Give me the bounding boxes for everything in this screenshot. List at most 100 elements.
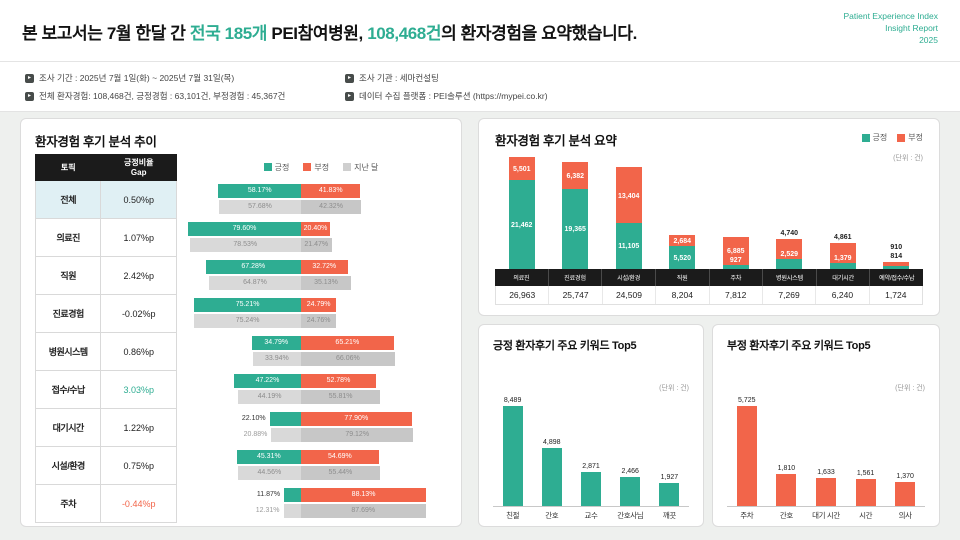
summary-column: 6,382 19,365	[549, 157, 603, 269]
trend-row: 진료경험 -0.02%p	[34, 294, 177, 333]
summary-chart: 5,501 21,462 6,382 19,365 13,404 11,105 2,684 5…	[495, 157, 923, 269]
trend-panel-title: 환자경험 후기 분석 추이	[35, 135, 157, 149]
trend-current-positive-segment	[284, 488, 301, 502]
bullet-icon: ▸	[25, 73, 34, 83]
summary-column: 1,379 4,861	[816, 157, 870, 269]
trend-current-negative-segment: 77.90%	[301, 412, 412, 426]
keyword-column: 2,871	[571, 463, 610, 506]
bullet-icon: ▸	[345, 73, 354, 83]
summary-positive-value-label: 927	[729, 257, 742, 265]
summary-bar	[883, 261, 910, 269]
trend-topic-cell: 시설/환경	[34, 446, 102, 485]
legend-swatch	[861, 133, 870, 142]
title-segment: 108,468건	[367, 24, 442, 43]
positive-keywords-panel: 긍정 환자후기 주요 키워드 Top5 (단위 : 건) 8,489 4,898 2…	[478, 324, 704, 527]
summary-positive-value-label: 11,105	[618, 243, 640, 251]
keyword-bar	[581, 472, 601, 506]
summary-positive-segment	[508, 179, 535, 269]
meta-item: ▸ 전체 환자경험: 108,468건, 긍정경험 : 63,101건, 부정경험…	[25, 90, 345, 102]
meta-item-text: 조사 기간 : 2025년 7월 1일(화) ~ 2025년 7월 31일(목)	[39, 73, 235, 83]
keyword-bar	[502, 406, 523, 506]
negative-keywords-panel: 부정 환자후기 주요 키워드 Top5 (단위 : 건) 5,725 1,810 1…	[712, 324, 940, 527]
summary-column: 5,501 21,462	[495, 157, 549, 269]
trend-last-negative-segment: 79.12%	[301, 428, 414, 442]
trend-last-negative-segment: 55.81%	[301, 390, 381, 404]
trend-row: 시설/환경 0.75%p	[34, 446, 177, 485]
trend-current-negative-segment: 65.21%	[301, 336, 394, 350]
legend-label: 지난 달	[354, 162, 379, 172]
trend-gap-cell: 1.07%p	[100, 218, 177, 257]
summary-bar: 2,684 5,520	[669, 235, 696, 269]
summary-bar: 2,529	[776, 238, 803, 269]
keyword-column: 1,370	[885, 473, 925, 506]
trend-gap-cell: 3.03%p	[100, 370, 177, 409]
summary-positive-segment	[615, 222, 642, 269]
keyword-column: 8,489	[493, 397, 532, 506]
trend-last-positive-value-label: 12.31%	[255, 507, 280, 514]
summary-column: 2,684 5,520	[656, 157, 710, 269]
summary-category-label: 진료경험	[548, 269, 603, 286]
keyword-value-label: 2,466	[621, 468, 639, 475]
trend-current-positive-segment: 47.22%	[233, 374, 301, 388]
summary-negative-value-label: 6,382	[566, 172, 585, 180]
summary-positive-value-label: 5,520	[673, 255, 692, 262]
bullet-icon: ▸	[25, 91, 34, 101]
trend-gap-cell: 1.22%p	[100, 408, 177, 447]
summary-category-label: 대기시간	[816, 269, 871, 286]
keyword-axis-label: 친절	[506, 511, 520, 520]
summary-negative-segment	[508, 157, 535, 180]
meta-item: ▸ 조사 기간 : 2025년 7월 1일(화) ~ 2025년 7월 31일(목…	[25, 72, 345, 84]
keyword-axis-label: 간호사님	[617, 511, 644, 520]
keyword-axis-label: 깨끗	[662, 511, 676, 520]
trend-last-positive-segment: 75.24%	[194, 314, 301, 328]
summary-column: 2,529 4,740	[763, 157, 817, 269]
summary-negative-segment	[562, 162, 589, 189]
trend-bar-row: 45.31% 54.69% 44.56% 55.44%	[185, 446, 447, 484]
positive-keywords-axis-labels: 친절 간호 교수 간호사님 깨끗	[493, 510, 689, 521]
title-segment: 전국 185개	[189, 24, 268, 43]
trend-header-row: 토픽 긍정비율 Gap	[34, 154, 177, 181]
trend-last-negative-segment: 24.76%	[301, 314, 337, 328]
legend-label: 부정	[314, 162, 330, 172]
title-segment: 의 환자경험을 요약했습니다.	[441, 24, 637, 43]
keyword-value-label: 5,725	[738, 397, 756, 404]
keyword-value-label: 1,370	[896, 473, 914, 481]
trend-last-positive-segment	[283, 504, 301, 518]
keyword-value-label: 1,561	[856, 469, 875, 477]
summary-total-value: 24,509	[603, 286, 657, 304]
summary-negative-segment	[776, 238, 803, 259]
trend-topic-cell: 접수/수납	[34, 370, 102, 409]
trend-chart: 긍정 부정 지난 달 58.17% 41.83% 57.68% 42.32% 79.60% 2…	[177, 154, 447, 523]
keyword-bar	[855, 478, 876, 506]
keyword-value-label: 1,633	[817, 468, 835, 476]
trend-row: 주차 -0.44%p	[34, 484, 177, 523]
keyword-column: 1,633	[806, 468, 846, 506]
summary-positive-value-label: 814	[890, 252, 903, 260]
summary-negative-value-label: 2,684	[673, 238, 692, 245]
trend-current-positive-segment: 45.31%	[236, 450, 301, 464]
trend-bar-row: 47.22% 52.78% 44.19% 55.81%	[185, 370, 447, 408]
summary-bar: 13,404 11,105	[615, 167, 642, 269]
summary-bar: 1,379	[829, 243, 856, 269]
summary-negative-value-label: 5,501	[512, 165, 531, 173]
keyword-bar	[659, 483, 680, 506]
summary-bar: 6,885 927	[722, 236, 749, 269]
summary-total-value: 6,240	[816, 286, 870, 304]
trend-current-positive-value-label: 22.10%	[241, 415, 266, 422]
trend-bar-row: 22.10% 77.90% 20.88% 79.12%	[185, 408, 447, 446]
summary-positive-value-label: 1,379	[833, 255, 852, 263]
summary-total-value: 8,204	[656, 286, 710, 304]
keyword-column: 5,725	[727, 397, 767, 506]
summary-negative-value-label: 910	[890, 243, 903, 251]
title-segment: 본 보고서는 7월 한달 간	[22, 24, 190, 43]
trend-current-positive-segment: 58.17%	[218, 184, 301, 198]
legend-item: 부정	[897, 132, 923, 143]
trend-row: 전체 0.50%p	[34, 180, 177, 219]
summary-negative-value-label: 4,861	[833, 234, 852, 242]
trend-row: 의료진 1.07%p	[34, 218, 177, 257]
summary-category-label: 의료진	[495, 269, 549, 286]
trend-gap-cell: 0.50%p	[100, 180, 177, 219]
summary-legend: 긍정 부정	[852, 132, 923, 143]
trend-last-positive-segment: 44.19%	[238, 390, 301, 404]
summary-positive-segment	[562, 188, 589, 269]
